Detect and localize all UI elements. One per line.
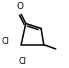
Text: O: O xyxy=(17,2,24,11)
Text: Cl: Cl xyxy=(1,37,9,46)
Text: Cl: Cl xyxy=(19,57,26,66)
